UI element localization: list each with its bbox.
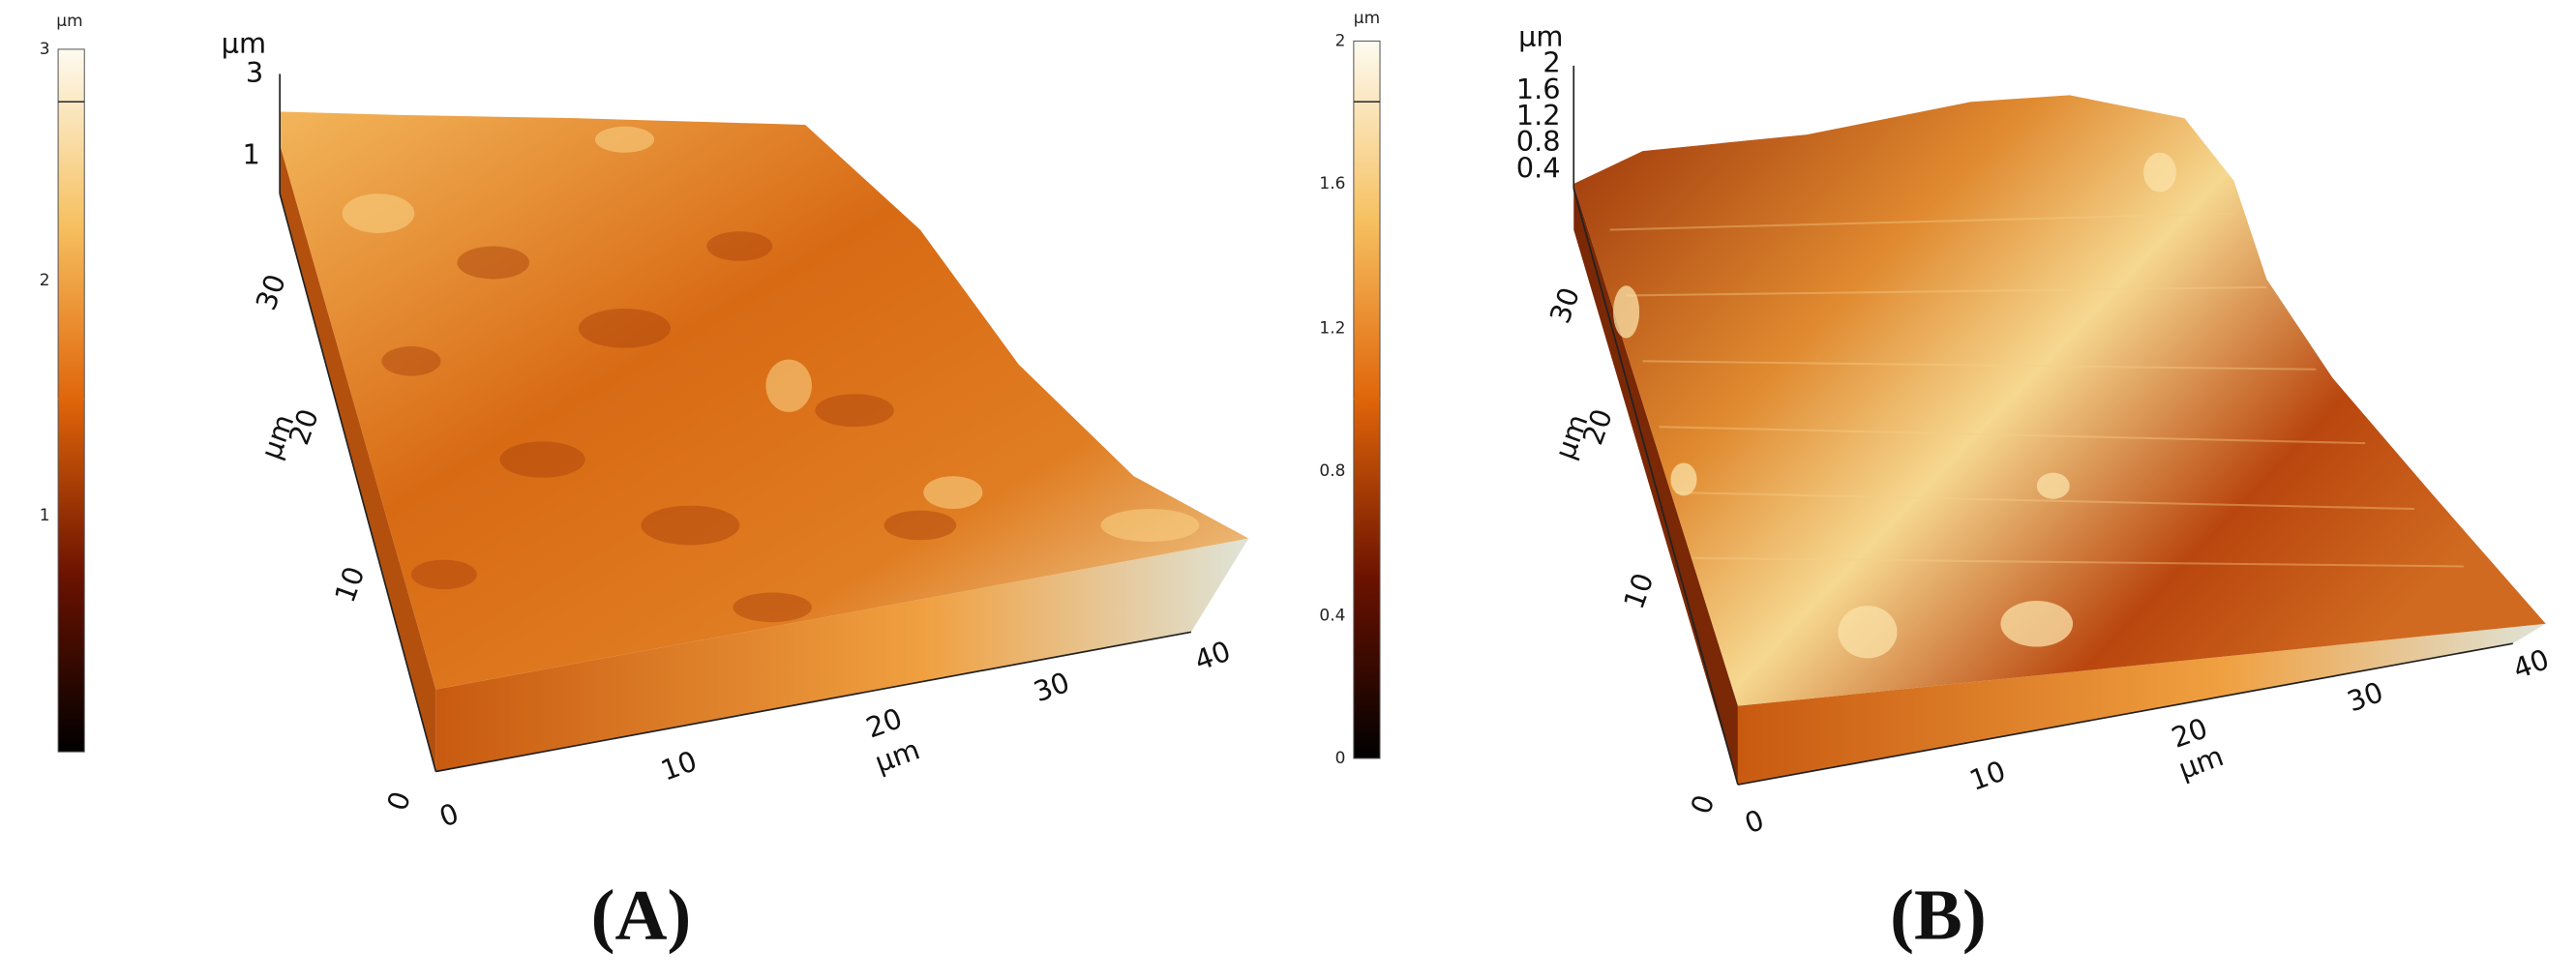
x-tick: 30	[2343, 675, 2387, 718]
z-tick: 1.2	[1516, 99, 1561, 132]
surface-highlight	[342, 126, 1200, 542]
surface-texture	[1609, 212, 2464, 568]
colorbar-tick: 0.4	[1319, 605, 1345, 624]
surface-top	[1573, 95, 2546, 706]
colorbar-tick: 0	[1335, 748, 1346, 767]
panel-b: µm 2 1.6 1.2 0.8 0.4 0 µm 2 1.6 1.2 0.8 …	[1319, 8, 2553, 956]
panel-a: µm 3 2 1 µm 3 1 0 10 20 µm 30 0 10 20 µm…	[40, 11, 1249, 956]
x-tick: 0	[1740, 803, 1768, 840]
y-tick: 10	[1617, 569, 1660, 613]
x-tick: 40	[2508, 642, 2553, 685]
y-tick: 30	[250, 270, 292, 314]
surface-texture	[381, 231, 957, 623]
z-tick: 2	[1543, 46, 1560, 79]
colorbar-tick: 3	[40, 39, 50, 58]
colorbar-unit: µm	[56, 11, 82, 30]
colorbar-unit: µm	[1354, 8, 1380, 27]
y-unit: µm	[1548, 410, 1595, 463]
x-tick: 30	[1030, 666, 1074, 708]
y-tick: 10	[328, 562, 371, 607]
surface-front	[435, 538, 1249, 772]
z-tick: 3	[246, 56, 263, 89]
surface-top	[280, 111, 1249, 690]
colorbar	[57, 48, 85, 753]
colorbar-tick: 1	[40, 505, 50, 524]
surface-front	[1737, 623, 2546, 786]
x-tick: 10	[656, 744, 701, 787]
y-tick: 30	[1543, 283, 1586, 328]
z-tick: 0.4	[1516, 151, 1561, 184]
x-tick: 10	[1965, 754, 2010, 796]
surface-highlight	[1612, 152, 2176, 659]
x-tick: 0	[434, 796, 463, 833]
colorbar-tick: 1.2	[1319, 317, 1345, 337]
panel-label: (B)	[1890, 876, 1986, 956]
colorbar-tick: 2	[40, 270, 50, 289]
z-tick: 1	[242, 138, 259, 171]
y-unit: µm	[255, 410, 301, 463]
z-unit: µm	[222, 26, 266, 59]
x-axis	[1737, 642, 2513, 786]
panel-label: (A)	[591, 876, 692, 956]
y-axis	[1573, 188, 1739, 786]
x-axis	[435, 631, 1192, 773]
surface-side	[280, 144, 436, 772]
x-tick: 40	[1190, 635, 1235, 677]
colorbar-tick: 1.6	[1319, 173, 1345, 193]
colorbar-tick: 0.8	[1319, 460, 1345, 480]
z-tick: 1.6	[1516, 73, 1561, 105]
z-unit: µm	[1518, 20, 1563, 53]
y-tick: 0	[380, 787, 417, 816]
y-tick: 0	[1684, 790, 1721, 818]
y-axis	[279, 193, 437, 772]
colorbar-tick: 2	[1335, 31, 1346, 50]
z-tick: 0.8	[1516, 125, 1561, 158]
